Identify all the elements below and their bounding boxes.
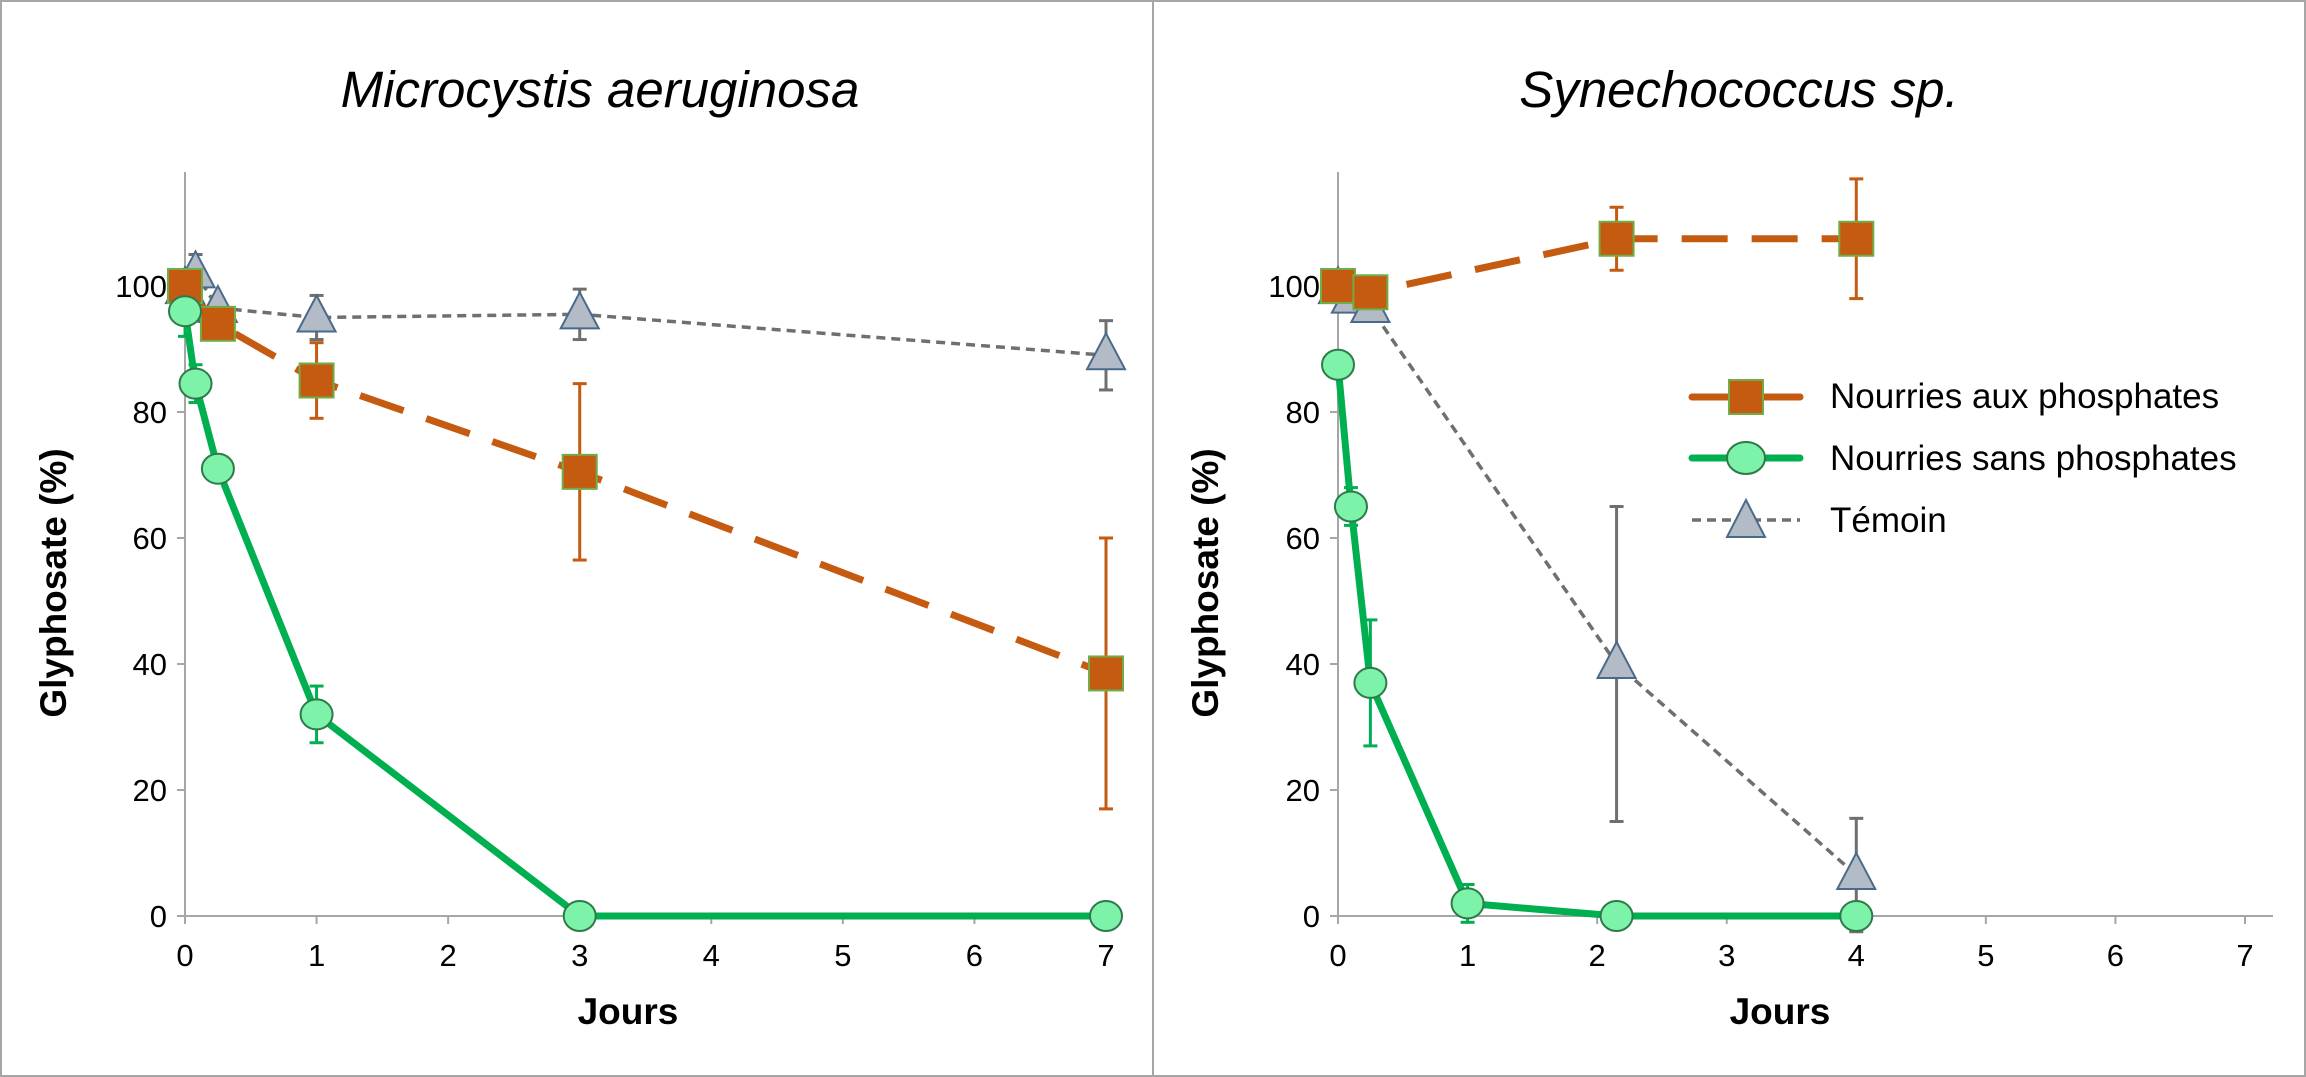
y-tick-label: 40 — [1286, 647, 1320, 682]
x-tick-label: 6 — [2107, 938, 2124, 973]
y-tick-label: 80 — [1286, 395, 1320, 430]
x-tick-label: 2 — [440, 938, 457, 973]
x-tick-label: 5 — [1977, 938, 1994, 973]
x-tick-label: 3 — [1718, 938, 1735, 973]
legend-marker-phosphate — [1728, 379, 1764, 415]
data-point-no-phosphate — [562, 900, 597, 932]
x-tick-label: 1 — [308, 938, 325, 973]
x-tick-label: 5 — [834, 938, 851, 973]
y-tick-label: 40 — [133, 647, 167, 682]
x-tick-label: 0 — [176, 938, 193, 973]
data-point-control — [295, 293, 338, 333]
x-tick-label: 3 — [571, 938, 588, 973]
legend-marker-no-phosphate — [1726, 441, 1766, 475]
chart-title-left: Microcystis aeruginosa — [341, 61, 860, 118]
legend-marker-control — [1725, 497, 1767, 538]
chart-title-right: Synechococcus sp. — [1519, 61, 1958, 118]
legend-item-phosphate: Nourries aux phosphates — [1688, 377, 2219, 416]
data-point-no-phosphate — [1450, 887, 1485, 920]
data-point-phosphate — [199, 305, 236, 342]
x-axis-label-right: Jours — [1730, 991, 1831, 1032]
x-tick-label: 7 — [2236, 938, 2253, 973]
data-point-control — [1085, 331, 1127, 371]
data-point-no-phosphate — [168, 295, 202, 328]
x-tick-label: 0 — [1329, 938, 1346, 973]
data-point-no-phosphate — [1353, 666, 1388, 699]
data-point-control — [559, 290, 601, 330]
panel-left: Microcystis aeruginosa Glyphosate (%) Jo… — [0, 0, 1154, 1077]
legend-label-control: Témoin — [1830, 501, 1947, 540]
y-tick-label: 80 — [133, 395, 167, 430]
data-point-no-phosphate — [1321, 348, 1355, 381]
y-tick-label: 0 — [150, 899, 167, 934]
data-point-phosphate — [561, 453, 598, 490]
y-tick-label: 60 — [133, 521, 167, 556]
data-point-phosphate — [1088, 655, 1124, 692]
y-tick-label: 100 — [115, 269, 167, 304]
x-tick-label: 7 — [1097, 938, 1114, 973]
y-tick-label: 20 — [1286, 773, 1320, 808]
x-tick-label: 4 — [703, 938, 720, 973]
data-point-control — [1595, 639, 1638, 679]
y-tick-label: 100 — [1268, 269, 1320, 304]
x-tick-label: 4 — [1848, 938, 1865, 973]
data-point-phosphate — [1838, 220, 1875, 257]
legend: Nourries aux phosphates Nourries sans ph… — [1688, 377, 2237, 540]
plot-area-right: 0 20 40 60 80 100 0 1 2 3 4 5 6 7 — [1268, 172, 2273, 973]
y-tick-label: 20 — [133, 773, 167, 808]
data-point-phosphate — [1352, 274, 1389, 311]
plot-area-left: 0 20 40 60 80 100 0 1 2 3 4 5 6 7 — [115, 172, 1127, 973]
x-tick-label: 2 — [1589, 938, 1606, 973]
data-point-no-phosphate — [1333, 490, 1368, 523]
legend-label-no-phosphate: Nourries sans phosphates — [1830, 439, 2237, 478]
data-point-control — [1835, 850, 1877, 891]
data-point-no-phosphate — [1089, 900, 1123, 932]
data-point-no-phosphate — [178, 367, 213, 400]
data-point-no-phosphate — [299, 698, 334, 731]
data-point-no-phosphate — [1599, 900, 1634, 932]
data-point-no-phosphate — [1839, 900, 1874, 932]
data-point-phosphate — [298, 362, 335, 399]
panel-right-frame — [1152, 0, 2306, 1077]
data-point-phosphate — [1598, 220, 1635, 257]
panel-right: Synechococcus sp. Glyphosate (%) Jours 0… — [1152, 0, 2306, 1077]
y-tick-label: 0 — [1303, 899, 1320, 934]
data-point-no-phosphate — [200, 452, 235, 485]
series-line-no-phosphate-right — [1334, 361, 1860, 920]
data-point-phosphate — [1320, 268, 1356, 304]
legend-item-no-phosphate: Nourries sans phosphates — [1688, 439, 2237, 478]
y-tick-label: 60 — [1286, 521, 1320, 556]
panel-left-frame — [0, 0, 1154, 1077]
legend-item-control: Témoin — [1692, 497, 1947, 540]
x-tick-label: 6 — [966, 938, 983, 973]
y-axis-label-left: Glyphosate (%) — [33, 448, 74, 717]
legend-label-phosphate: Nourries aux phosphates — [1830, 377, 2219, 416]
x-axis-label-left: Jours — [578, 991, 679, 1032]
x-tick-label: 1 — [1459, 938, 1476, 973]
y-axis-label-right: Glyphosate (%) — [1185, 448, 1226, 717]
